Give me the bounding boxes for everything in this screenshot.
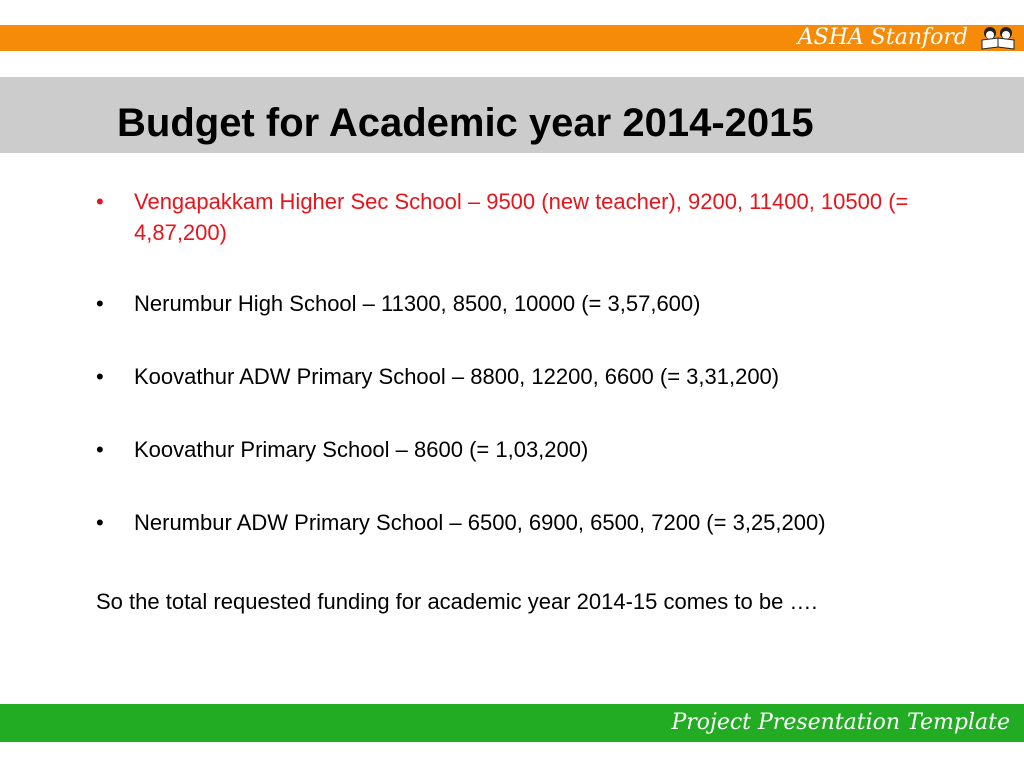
brand-text: ASHA Stanford [797,25,968,50]
bullet-item: • Nerumbur ADW Primary School – 6500, 690… [96,510,826,535]
bullet-list: • Vengapakkam Higher Sec School – 9500 (n… [96,186,976,580]
children-reading-book-icon [981,27,1015,50]
bullet-item: • Vengapakkam Higher Sec School – 9500 (n… [96,189,909,245]
footer-text: Project Presentation Template [671,710,1010,735]
title-band: Budget for Academic year 2014-2015 [0,77,1024,153]
bullet-item: • Nerumbur High School – 11300, 8500, 100… [96,291,701,316]
summary-text: So the total requested funding for acade… [96,589,818,614]
slide-title: Budget for Academic year 2014-2015 [117,101,814,145]
bullet-item: • Koovathur Primary School – 8600 (= 1,03… [96,437,589,462]
footer-band: Project Presentation Template [0,704,1024,742]
header-band: ASHA Stanford [0,25,1024,51]
bullet-item: • Koovathur ADW Primary School – 8800, 12… [96,364,780,389]
